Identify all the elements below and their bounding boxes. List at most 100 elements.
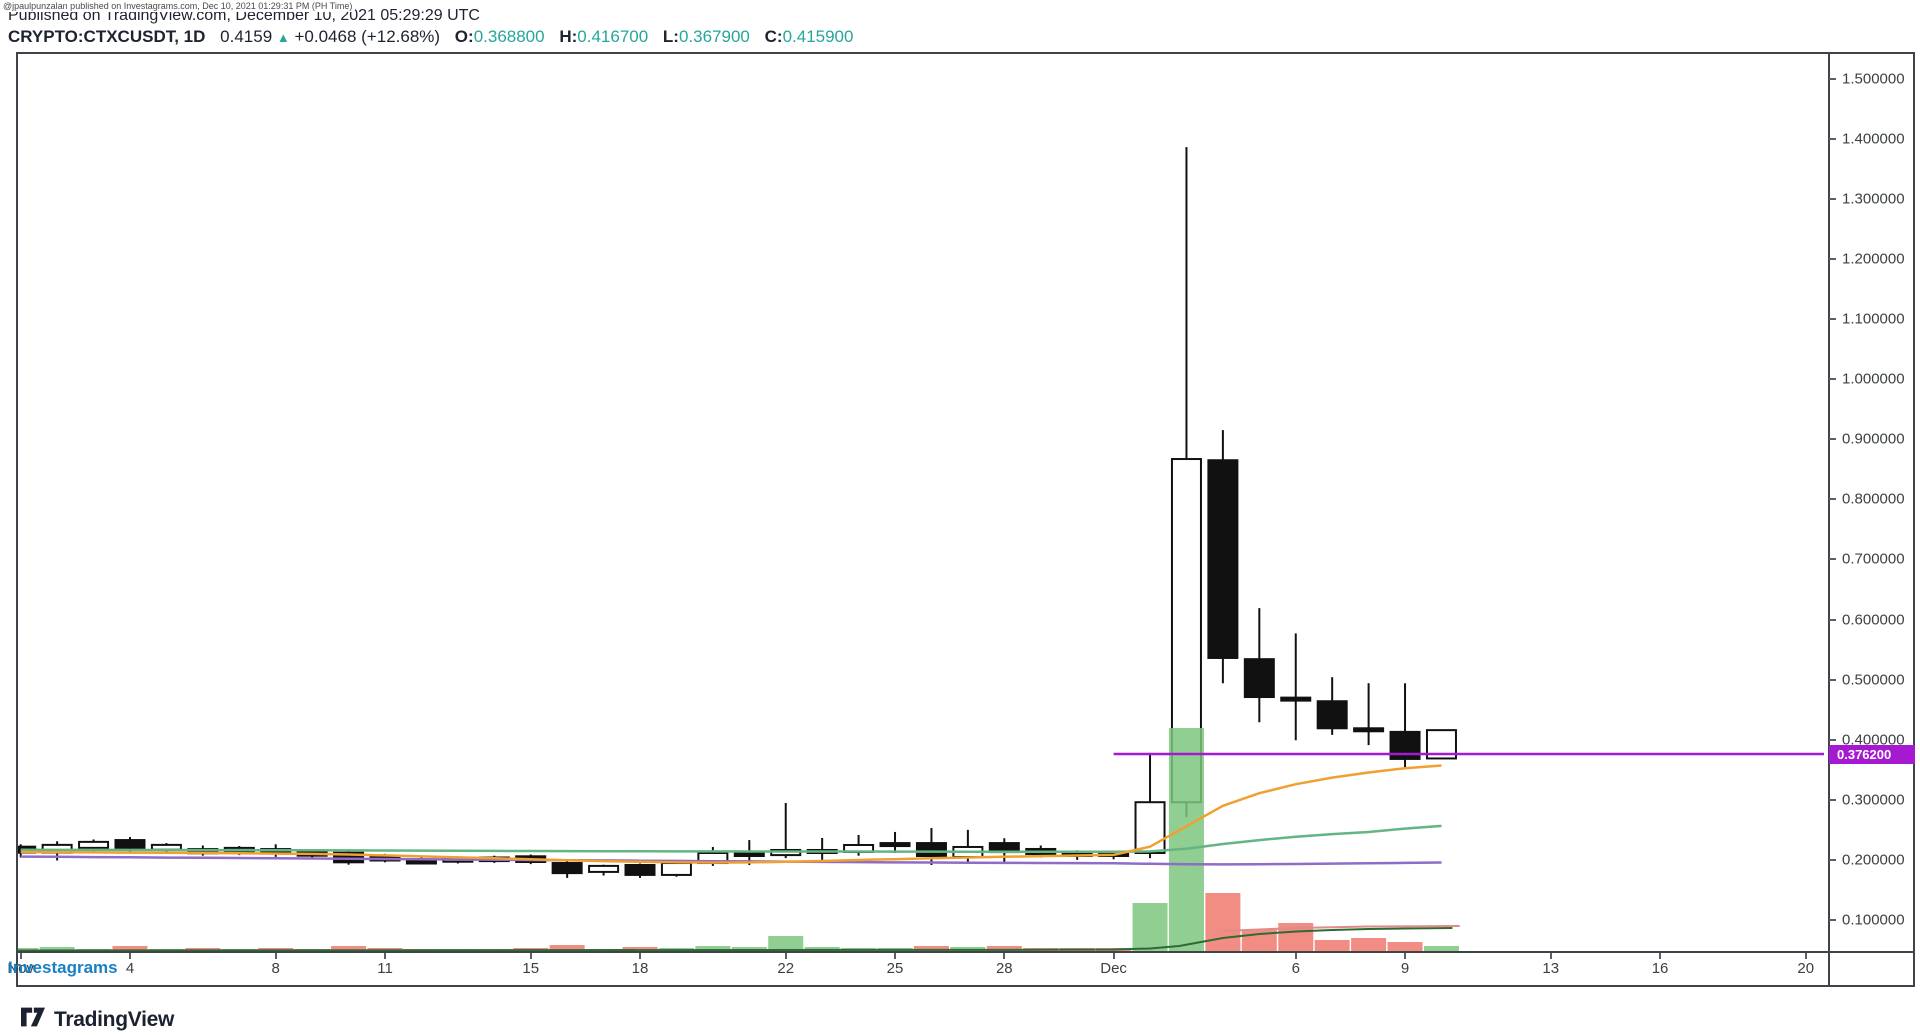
time-tick-label[interactable]: 6 <box>1291 960 1300 977</box>
candle-body <box>879 842 911 848</box>
time-tick-label[interactable]: 28 <box>995 960 1013 977</box>
price-change: +0.0468 (+12.68%) <box>294 27 441 46</box>
time-tick-label[interactable]: Nov <box>7 960 35 977</box>
time-tick-mark <box>1549 953 1552 959</box>
time-tick-label[interactable]: 11 <box>377 960 393 977</box>
symbol-ohlc-bar: CRYPTO:CTXCUSDT, 1D 0.4159 ▲ +0.0468 (+1… <box>8 27 853 47</box>
candle-body <box>660 862 692 876</box>
candle-body <box>1316 700 1348 730</box>
price-tick-label[interactable]: 0.400000 <box>1842 731 1905 749</box>
up-triangle-icon: ▲ <box>276 30 290 45</box>
candle-body <box>624 864 656 876</box>
time-tick-mark <box>274 953 277 959</box>
candle-body <box>1134 801 1166 854</box>
price-tick-mark <box>1829 318 1836 320</box>
time-tick-mark <box>19 953 22 959</box>
time-axis-separator[interactable] <box>16 951 1915 953</box>
volume-bar <box>331 946 367 952</box>
price-tick-mark <box>1829 738 1836 741</box>
volume-bar <box>1314 940 1350 952</box>
price-tick-mark <box>1829 798 1836 801</box>
time-tick-label[interactable]: 18 <box>631 960 649 977</box>
time-tick-mark <box>128 953 131 959</box>
price-tick-label[interactable]: 1.000000 <box>1842 370 1905 388</box>
price-tick-mark <box>1829 678 1836 681</box>
candle-body <box>915 842 947 857</box>
price-tick-mark <box>1829 858 1836 861</box>
price-tick-label[interactable]: 1.200000 <box>1842 250 1905 268</box>
price-tick-mark <box>1829 498 1836 501</box>
volume-bar <box>1387 942 1423 952</box>
time-tick-mark <box>1404 953 1407 959</box>
volume-bar <box>1132 903 1168 952</box>
candle-body <box>1243 658 1275 699</box>
price-tick-label[interactable]: 0.500000 <box>1842 671 1905 689</box>
chart-border-right <box>1913 52 1915 987</box>
time-tick-mark <box>894 953 897 959</box>
price-tick-label[interactable]: 0.600000 <box>1842 611 1905 628</box>
tradingview-logo-icon <box>20 1005 46 1034</box>
high-value: 0.416700 <box>577 27 649 46</box>
volume-ma-line <box>16 927 1453 952</box>
time-tick-label[interactable]: 8 <box>271 960 280 977</box>
price-tick-label[interactable]: 1.400000 <box>1842 130 1905 148</box>
time-tick-mark <box>1112 953 1115 959</box>
time-tick-label[interactable]: 9 <box>1400 960 1410 977</box>
chart-border-top <box>16 52 1915 54</box>
time-tick-label[interactable]: 20 <box>1797 960 1815 977</box>
price-tick-label[interactable]: 0.100000 <box>1842 911 1905 929</box>
low-label: L: <box>662 27 679 46</box>
chart-border-left <box>16 52 18 987</box>
time-tick-label[interactable]: 22 <box>777 960 795 977</box>
price-tick-label[interactable]: 0.200000 <box>1842 851 1905 869</box>
tradingview-logo-text: TradingView <box>54 1007 175 1031</box>
price-axis-separator[interactable] <box>1828 52 1830 987</box>
price-tick-label[interactable]: 1.500000 <box>1842 70 1905 88</box>
open-value: 0.368800 <box>473 27 545 46</box>
price-tick-mark <box>1829 618 1836 621</box>
candle-body <box>551 862 583 875</box>
price-tick-mark <box>1829 137 1836 140</box>
volume-bar <box>112 946 148 952</box>
ma-mid-line <box>20 824 1442 853</box>
chart-canvas[interactable] <box>16 52 1828 952</box>
time-tick-label[interactable]: 15 <box>522 960 540 977</box>
low-value: 0.367900 <box>678 27 750 46</box>
price-tick-mark <box>1829 378 1836 381</box>
time-tick-mark <box>1659 953 1662 959</box>
time-tick-label[interactable]: 13 <box>1542 960 1560 977</box>
tradingview-footer[interactable]: TradingView <box>20 1005 174 1034</box>
price-tick-label[interactable]: 0.800000 <box>1842 490 1905 508</box>
price-tick-mark <box>1829 77 1836 80</box>
volume-bar <box>768 936 804 952</box>
time-tick-mark <box>1003 953 1006 959</box>
price-tick-mark <box>1829 257 1836 260</box>
price-tick-label[interactable]: 0.900000 <box>1842 430 1905 448</box>
time-tick-mark <box>1294 953 1297 959</box>
price-line-label: 0.376200 <box>1829 744 1915 764</box>
time-tick-mark <box>784 953 787 959</box>
candle-body <box>78 840 110 849</box>
time-tick-label[interactable]: 25 <box>886 960 904 977</box>
price-tick-label[interactable]: 1.100000 <box>1842 310 1905 328</box>
price-tick-label[interactable]: 1.300000 <box>1842 190 1905 208</box>
price-tick-label[interactable]: 0.700000 <box>1842 550 1905 568</box>
price-tick-label[interactable]: 0.300000 <box>1842 791 1905 809</box>
time-tick-label[interactable]: Dec <box>1100 960 1127 977</box>
time-tick-label[interactable]: 4 <box>125 960 135 977</box>
time-tick-mark <box>529 953 532 959</box>
candle-body <box>1353 727 1385 733</box>
price-tick-mark <box>1829 919 1836 921</box>
time-tick-label[interactable]: 16 <box>1651 960 1669 977</box>
close-value: 0.415900 <box>782 27 854 46</box>
candle-body <box>114 839 146 849</box>
symbol-name: CRYPTO:CTXCUSDT, 1D <box>8 27 206 46</box>
price-tick-mark <box>1829 438 1836 441</box>
close-label: C: <box>764 27 783 46</box>
chart-border-bottom <box>16 985 1915 987</box>
volume-bar <box>695 946 731 952</box>
volume-bar <box>1205 893 1241 952</box>
last-price: 0.4159 <box>220 27 273 46</box>
time-tick-mark <box>639 953 641 959</box>
volume-bar <box>1168 728 1204 952</box>
